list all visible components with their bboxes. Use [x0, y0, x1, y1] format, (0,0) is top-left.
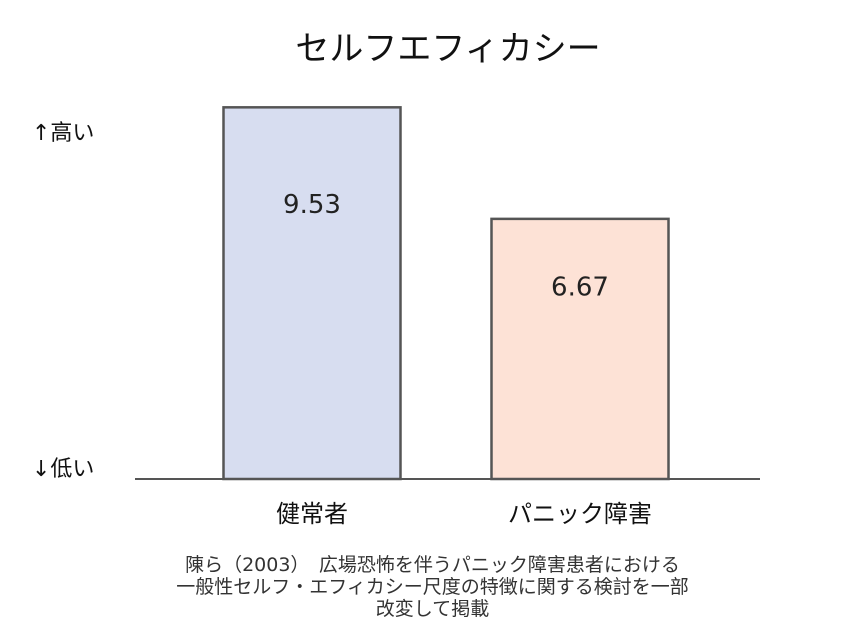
source-citation: 陳ら（2003） 広場恐怖を伴うパニック障害患者における 一般性セルフ・エフィカ…	[0, 554, 865, 620]
citation-line-2: 一般性セルフ・エフィカシー尺度の特徴に関する検討を一部	[176, 576, 689, 598]
data-labels-group: 9.53 6.67	[283, 190, 609, 303]
bar-value-label-2: 6.67	[551, 273, 609, 303]
bar-1	[222, 106, 402, 481]
citation-line-3: 改変して掲載	[375, 598, 490, 620]
category-label-1: 健常者	[276, 500, 348, 528]
bar-value-label-1: 9.53	[283, 190, 341, 220]
category-label-2: パニック障害	[508, 500, 652, 528]
bars-group	[222, 106, 670, 481]
citation-line-1: 陳ら（2003） 広場恐怖を伴うパニック障害患者における	[185, 554, 680, 576]
chart-title: セルフエフィカシー	[295, 29, 600, 69]
bar-2	[490, 217, 670, 481]
y-axis-high-label: ↑高い	[32, 121, 94, 146]
category-labels-group: 健常者 パニック障害	[276, 500, 652, 528]
y-axis-low-label: ↓低い	[32, 457, 94, 482]
